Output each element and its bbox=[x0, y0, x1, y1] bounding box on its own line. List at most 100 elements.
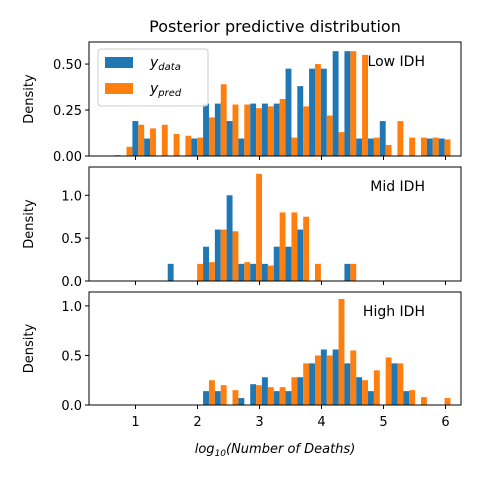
pred-bar bbox=[185, 135, 192, 156]
pred-bar bbox=[150, 128, 156, 156]
data-bar bbox=[332, 349, 339, 405]
data-bar bbox=[203, 103, 209, 156]
pred-bar bbox=[350, 263, 357, 281]
pred-bar bbox=[267, 387, 274, 405]
pred-bar bbox=[421, 137, 427, 156]
pred-bar bbox=[208, 117, 215, 156]
data-bar bbox=[238, 138, 245, 156]
pred-bar bbox=[220, 385, 227, 405]
panel-label: Mid IDH bbox=[370, 179, 425, 195]
data-bar bbox=[391, 363, 398, 405]
pred-bar bbox=[350, 51, 357, 156]
pred-bar bbox=[126, 146, 133, 156]
data-bar bbox=[261, 377, 268, 405]
data-bar bbox=[167, 263, 174, 281]
data-bar bbox=[238, 263, 245, 281]
pred-bar bbox=[291, 212, 298, 281]
x-axis-label-rest: (Number of Deaths) bbox=[226, 442, 355, 457]
x-tick-label: 6 bbox=[441, 415, 449, 430]
pred-bar bbox=[326, 355, 333, 405]
pred-bar bbox=[267, 106, 274, 156]
y-tick-label: 0.50 bbox=[53, 58, 82, 73]
x-axis-label: log10(Number of Deaths) bbox=[195, 442, 356, 459]
pred-bar bbox=[362, 54, 368, 156]
y-tick-label: 0.5 bbox=[61, 349, 82, 364]
data-bar bbox=[297, 377, 304, 405]
pred-bar bbox=[138, 124, 145, 156]
pred-bar bbox=[314, 263, 321, 281]
panel-1: 0.00 0.25 0.50 Density Low IDH ydata ypred bbox=[22, 41, 462, 165]
pred-bar bbox=[232, 231, 239, 281]
y-tick-label: 0.0 bbox=[61, 275, 82, 290]
pred-bar bbox=[173, 133, 180, 156]
y-axis-label: Density bbox=[22, 323, 37, 373]
data-bar bbox=[368, 391, 374, 405]
data-bar bbox=[309, 68, 315, 156]
data-bar bbox=[261, 103, 268, 156]
data-bar bbox=[273, 246, 280, 281]
x-tick-label: 1 bbox=[131, 415, 139, 430]
data-bar bbox=[403, 391, 410, 405]
pred-bar bbox=[197, 263, 204, 281]
pred-bar bbox=[279, 99, 286, 156]
data-bar bbox=[250, 103, 257, 156]
pred-bar bbox=[385, 144, 392, 156]
data-bar bbox=[297, 86, 304, 156]
data-bar bbox=[285, 68, 292, 156]
data-bar bbox=[309, 363, 315, 405]
pred-bar bbox=[256, 108, 262, 156]
data-bar bbox=[332, 51, 339, 156]
data-bar bbox=[226, 195, 233, 281]
pred-bar bbox=[350, 350, 357, 405]
pred-bar bbox=[303, 106, 310, 156]
data-bar bbox=[273, 103, 280, 156]
data-bar bbox=[214, 229, 221, 281]
data-bar bbox=[368, 138, 374, 156]
axes-frame bbox=[88, 291, 462, 406]
pred-bar bbox=[444, 398, 451, 405]
data-bar bbox=[214, 103, 221, 156]
pred-bar bbox=[338, 298, 345, 405]
axes-frame bbox=[88, 41, 462, 157]
data-bar bbox=[261, 263, 268, 281]
x-axis-label-sub: 10 bbox=[215, 449, 227, 459]
data-bar bbox=[297, 229, 304, 281]
legend-swatch-data bbox=[105, 57, 133, 68]
y-tick-label: 0.5 bbox=[61, 232, 82, 247]
data-bar bbox=[191, 138, 198, 156]
data-bar bbox=[285, 391, 292, 405]
data-bar bbox=[203, 391, 209, 405]
pred-bar bbox=[326, 115, 333, 156]
pred-bar bbox=[244, 262, 251, 281]
data-bar bbox=[320, 68, 327, 156]
data-bar bbox=[226, 121, 233, 156]
y-tick-label: 1.0 bbox=[61, 300, 82, 315]
pred-bar bbox=[385, 357, 392, 405]
data-bar bbox=[356, 377, 363, 405]
legend: ydata ypred bbox=[97, 48, 209, 107]
panel-label: Low IDH bbox=[368, 54, 425, 70]
x-tick-label: 5 bbox=[379, 415, 387, 430]
x-tick-label: 3 bbox=[255, 415, 263, 430]
y-axis-label: Density bbox=[22, 199, 37, 249]
pred-bar bbox=[256, 385, 262, 405]
pred-bar bbox=[232, 104, 239, 156]
chart-title: Posterior predictive distribution bbox=[149, 17, 401, 36]
data-bar bbox=[344, 51, 351, 156]
pred-bar bbox=[338, 132, 345, 156]
data-bar bbox=[132, 121, 139, 156]
data-bar bbox=[203, 246, 209, 281]
data-bar bbox=[273, 391, 280, 405]
pred-bar bbox=[314, 355, 321, 405]
x-axis-label-log: log bbox=[195, 442, 215, 457]
y-tick-label: 0.00 bbox=[53, 150, 82, 165]
pred-bar bbox=[256, 173, 262, 281]
pred-bar bbox=[362, 380, 368, 405]
pred-bar bbox=[220, 229, 227, 281]
data-bar bbox=[320, 349, 327, 405]
pred-bar bbox=[303, 363, 310, 405]
pred-bar bbox=[409, 137, 416, 156]
panel-2: 0.0 0.5 1.0 Density Mid IDH bbox=[22, 166, 462, 290]
legend-swatch-pred bbox=[105, 83, 133, 94]
